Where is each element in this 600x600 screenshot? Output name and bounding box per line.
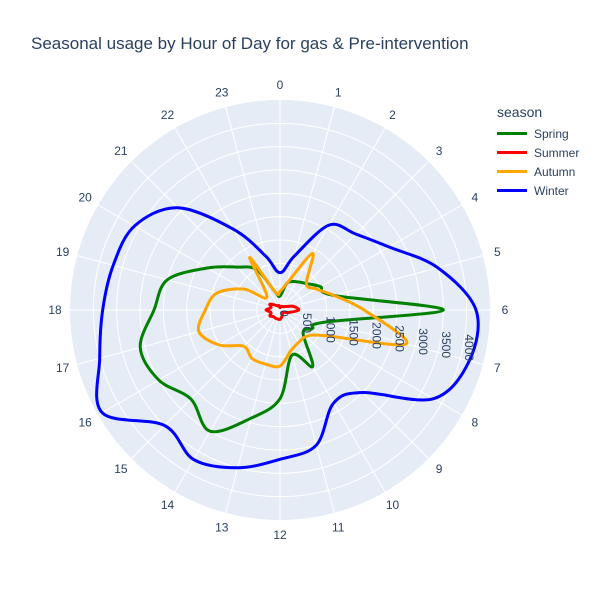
radial-tick-label: 1000 — [323, 316, 337, 343]
angular-gridline — [225, 309, 281, 513]
angular-gridline — [174, 309, 281, 493]
angular-tick-label: 12 — [273, 528, 287, 542]
legend: season Spring Summer Autumn Winter — [497, 104, 579, 200]
angular-gridline — [279, 127, 386, 311]
legend-item-winter[interactable]: Winter — [497, 181, 579, 200]
series-line-autumn — [196, 251, 409, 369]
angular-gridline — [225, 107, 281, 311]
angular-tick-label: 11 — [332, 520, 345, 534]
angular-gridline — [279, 161, 429, 311]
angular-tick-label: 19 — [56, 245, 70, 259]
angular-gridline — [131, 309, 281, 459]
angular-tick-label: 13 — [215, 520, 229, 534]
angular-tick-label: 17 — [56, 361, 70, 375]
angular-tick-label: 23 — [215, 86, 229, 100]
legend-swatch-spring — [497, 132, 527, 135]
angular-tick-label: 6 — [502, 303, 509, 317]
angular-tick-label: 8 — [472, 416, 479, 430]
angular-tick-label: 10 — [386, 498, 400, 512]
legend-label-autumn: Autumn — [534, 164, 576, 179]
angular-tick-label: 5 — [494, 245, 501, 259]
angular-tick-label: 22 — [161, 108, 175, 122]
angular-tick-label: 2 — [389, 108, 396, 122]
radial-tick-label: 4000 — [462, 334, 476, 361]
angular-tick-label: 4 — [472, 191, 479, 205]
angular-gridline — [279, 255, 483, 311]
legend-swatch-winter — [497, 189, 527, 192]
series-line-summer — [264, 302, 301, 321]
legend-label-summer: Summer — [534, 145, 580, 160]
angular-tick-label: 9 — [436, 462, 443, 476]
angular-tick-label: 7 — [494, 361, 501, 375]
angular-tick-label: 21 — [114, 144, 128, 158]
radial-tick-label: 0 — [277, 310, 291, 317]
angular-gridline — [77, 309, 281, 365]
angular-gridline — [174, 127, 281, 311]
angular-gridline — [77, 255, 281, 311]
legend-swatch-summer — [497, 151, 527, 154]
series-layer — [95, 206, 480, 470]
legend-label-spring: Spring — [534, 126, 569, 141]
legend-title: season — [497, 104, 543, 120]
radial-tick-label: 500 — [300, 313, 314, 333]
angular-gridline — [279, 309, 335, 513]
legend-item-summer[interactable]: Summer — [497, 143, 579, 162]
radial-tick-label: 3000 — [416, 328, 430, 355]
legend-swatch-autumn — [497, 170, 527, 173]
angular-tick-label: 0 — [277, 78, 284, 92]
angular-tick-label: 16 — [78, 416, 92, 430]
angular-gridline — [279, 204, 463, 311]
series-line-winter — [95, 206, 480, 470]
angular-tick-label: 18 — [48, 303, 62, 317]
legend-item-autumn[interactable]: Autumn — [497, 162, 579, 181]
radial-tick-label: 2500 — [393, 325, 407, 352]
chart-title: Seasonal usage by Hour of Day for gas & … — [31, 34, 469, 53]
angular-gridline — [97, 309, 281, 416]
angular-tick-label: 14 — [161, 498, 175, 512]
angular-tick-label: 1 — [335, 86, 342, 100]
angular-tick-label: 3 — [436, 144, 443, 158]
angular-gridline — [279, 309, 483, 365]
angular-gridline — [279, 107, 335, 311]
angular-gridline — [279, 309, 386, 493]
angular-tick-label: 20 — [78, 191, 92, 205]
radial-axis: 0 500 1000 1500 2000 2500 3000 3500 4000 — [277, 310, 476, 361]
radial-tick-label: 3500 — [439, 331, 453, 358]
legend-label-winter: Winter — [534, 183, 569, 198]
angular-gridline — [279, 309, 463, 416]
polar-grid — [70, 100, 490, 520]
series-line-spring — [138, 265, 445, 434]
angular-tick-label: 15 — [114, 462, 128, 476]
angular-gridline — [131, 161, 281, 311]
radial-tick-label: 2000 — [370, 322, 384, 349]
legend-item-spring[interactable]: Spring — [497, 124, 579, 143]
radial-tick-label: 1500 — [346, 319, 360, 346]
